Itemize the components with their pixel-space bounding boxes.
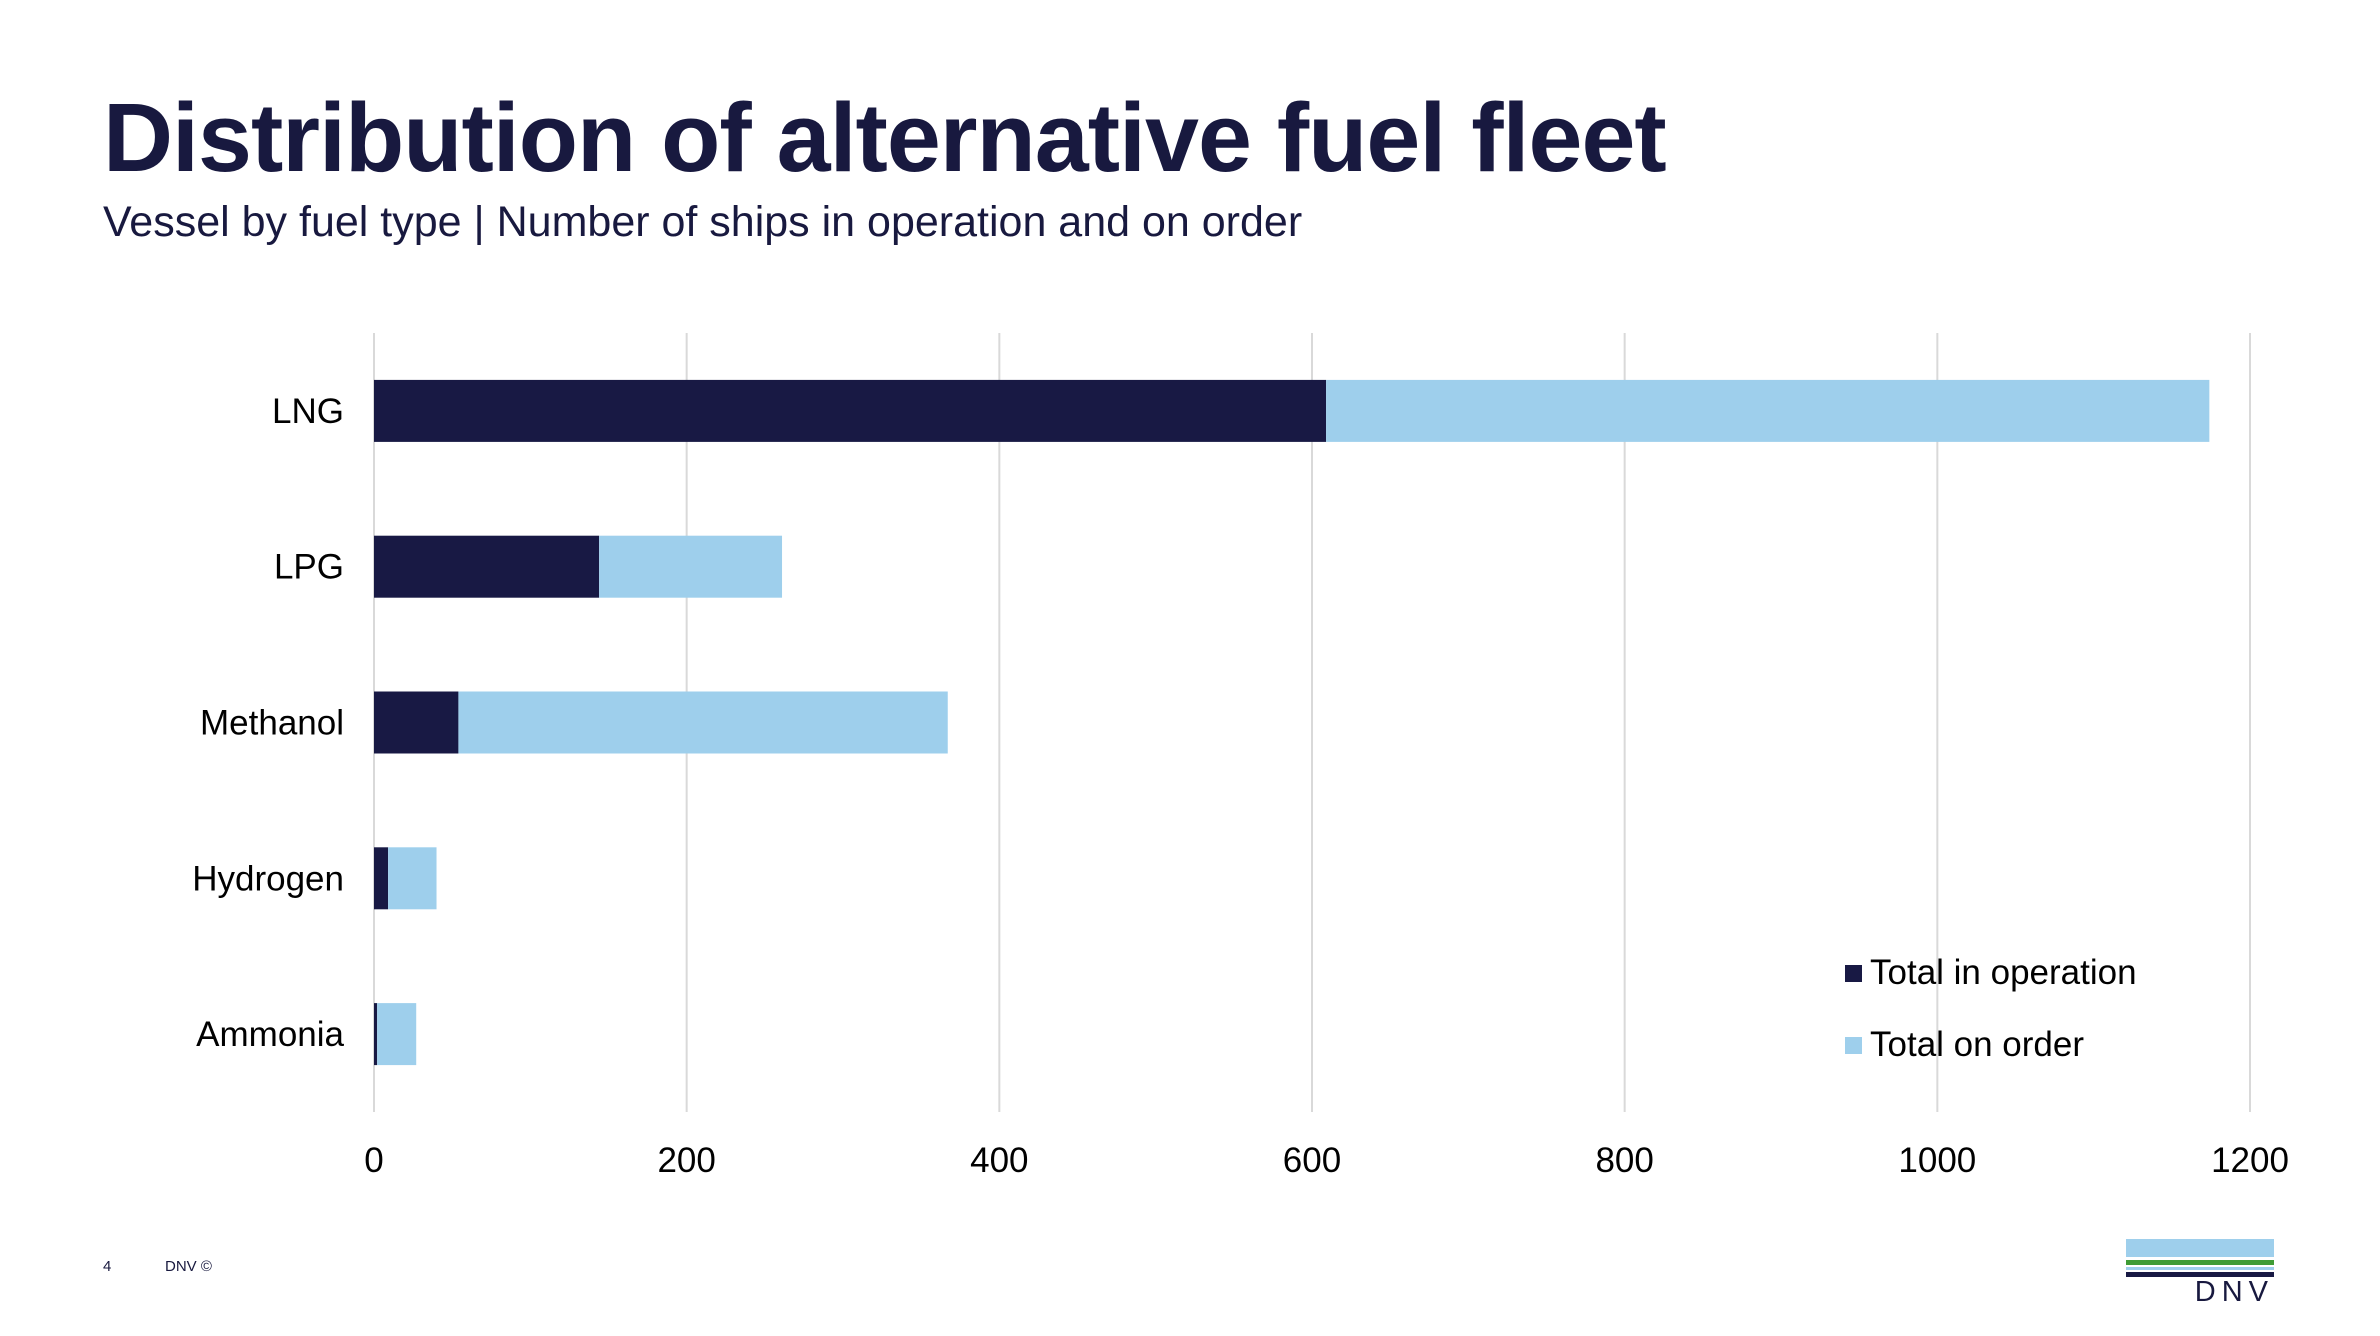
logo-bar-light [2126, 1239, 2274, 1257]
gridlines [373, 333, 2251, 1112]
x-tick-label: 800 [1595, 1141, 1653, 1180]
logo-bar-green [2126, 1260, 2274, 1265]
category-label-lpg: LPG [274, 548, 344, 587]
bar-hydrogen-operation [374, 847, 389, 910]
category-label-ammonia: Ammonia [196, 1015, 344, 1054]
legend-item-order: Total on order [1845, 1025, 2137, 1064]
bar-ammonia-order [377, 1003, 417, 1066]
bar-lng-order [1326, 379, 2210, 442]
page-number: 4 [103, 1258, 112, 1275]
logo-bar-mid [2126, 1267, 2274, 1270]
bar-lng-operation [374, 379, 1327, 442]
bar-ammonia-operation [374, 1003, 378, 1066]
slide-subtitle: Vessel by fuel type | Number of ships in… [103, 198, 1303, 246]
legend-label-order: Total on order [1870, 1025, 2085, 1064]
bar-hydrogen-order [388, 847, 437, 910]
bar-lpg-order [599, 535, 783, 598]
bar-lpg-operation [374, 535, 600, 598]
x-tick-label: 600 [1283, 1141, 1341, 1180]
logo-bar-dark [2126, 1272, 2274, 1277]
bar-methanol-order [458, 691, 948, 754]
slide-title: Distribution of alternative fuel fleet [103, 83, 1667, 192]
x-tick-label: 1200 [2211, 1141, 2289, 1180]
x-tick-label: 1000 [1898, 1141, 1976, 1180]
logo-text: DNV [2194, 1276, 2274, 1308]
category-label-methanol: Methanol [200, 704, 344, 743]
bars [374, 379, 2210, 1066]
copyright: DNV © [165, 1258, 212, 1275]
x-tick-label: 200 [657, 1141, 715, 1180]
category-label-lng: LNG [272, 392, 344, 431]
legend: Total in operation Total on order [1845, 953, 2137, 1099]
legend-swatch-operation [1845, 964, 1862, 982]
legend-swatch-order [1845, 1036, 1862, 1054]
category-label-hydrogen: Hydrogen [192, 859, 344, 898]
axis-labels: 0 200 400 600 800 1000 1200 LNG LPG Methanol Hydro… [192, 392, 2289, 1180]
dnv-logo [2126, 1239, 2274, 1277]
bar-methanol-operation [374, 691, 459, 754]
x-tick-label: 0 [364, 1141, 383, 1180]
x-tick-label: 400 [970, 1141, 1028, 1180]
legend-label-operation: Total in operation [1870, 953, 2137, 992]
legend-item-operation: Total in operation [1845, 953, 2137, 992]
